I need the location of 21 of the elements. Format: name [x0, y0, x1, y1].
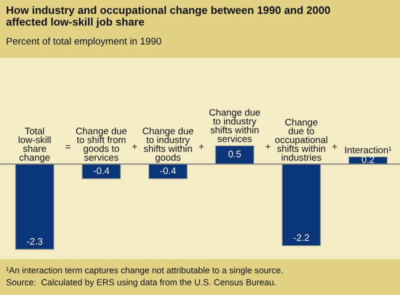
annotation: + [199, 144, 204, 149]
data-label: -2.3 [26, 238, 42, 245]
data-label: -0.4 [160, 167, 176, 174]
annotation: + [132, 144, 137, 149]
data-label: -2.2 [294, 234, 309, 241]
x-tick-label: Change due to industry shifts within goods [142, 127, 194, 163]
data-label: 0.5 [228, 150, 241, 158]
annotation: = [66, 145, 70, 148]
text: ¹An interaction term captures change not attributable to a single source. [6, 266, 282, 276]
x-tick-label: Change due to industry shifts within services [209, 108, 260, 142]
chart-subtitle: Percent of total employment in 1990 [6, 37, 162, 47]
annotation: + [266, 144, 270, 149]
x-tick-label: Change due to occupational shifts within industries [275, 118, 328, 161]
source-note: Source: Calculated by ERS using data from the U.S. Census Bureau. [6, 278, 276, 288]
chart-title: How industry and occupational change between 1990 and 2000 affected low-skill job share [6, 6, 330, 28]
annotation: + [332, 144, 337, 149]
x-tick-label: Total low-skill share change [18, 127, 51, 163]
data-label: -0.4 [94, 167, 110, 174]
x-tick-label: Interaction¹ [345, 146, 392, 154]
data-label: 0.2 [362, 156, 374, 163]
x-tick-label: Change due to shift from goods to services [76, 127, 127, 161]
